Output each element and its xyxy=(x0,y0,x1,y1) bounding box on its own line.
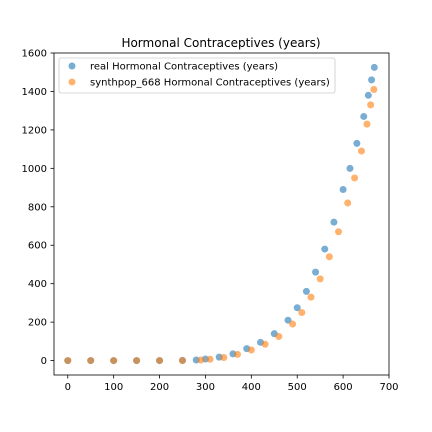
legend: real Hormonal Contraceptives (years) syn… xyxy=(58,57,336,94)
data-point xyxy=(321,245,329,253)
x-tick-label: 700 xyxy=(379,382,398,393)
axes-frame xyxy=(53,52,390,376)
data-point xyxy=(293,304,301,312)
data-point xyxy=(370,63,378,71)
y-tick-label: 600 xyxy=(28,241,47,252)
y-tick-label: 1200 xyxy=(22,125,47,136)
axis-ticks: 0 100 200 300 400 500 600 700 0 200 400 600 800 1000 1… xyxy=(22,49,399,394)
data-point xyxy=(307,293,315,301)
data-point xyxy=(335,228,343,236)
series-1 xyxy=(64,86,378,365)
data-point xyxy=(302,287,310,295)
data-point xyxy=(360,112,368,120)
legend-label-synthpop: synthpop_668 Hormonal Contraceptives (ye… xyxy=(90,78,330,89)
y-tick-label: 0 xyxy=(41,356,47,367)
x-tick-label: 300 xyxy=(196,382,215,393)
data-point xyxy=(178,357,186,365)
legend-marker-real xyxy=(68,62,76,70)
data-point xyxy=(364,91,372,99)
x-tick-label: 400 xyxy=(242,382,261,393)
x-tick-label: 100 xyxy=(104,382,123,393)
data-point xyxy=(289,320,297,328)
data-point xyxy=(330,218,338,226)
data-point xyxy=(370,86,378,94)
data-point xyxy=(353,139,361,147)
data-point xyxy=(346,164,354,172)
data-point xyxy=(357,147,365,155)
series-0 xyxy=(64,63,378,365)
legend-marker-synthpop xyxy=(68,78,76,86)
data-point xyxy=(368,76,376,84)
data-point xyxy=(234,350,242,358)
y-tick-label: 200 xyxy=(28,318,47,329)
data-point xyxy=(64,357,72,365)
legend-label-real: real Hormonal Contraceptives (years) xyxy=(90,62,278,73)
data-point xyxy=(298,309,306,317)
data-point xyxy=(261,340,269,348)
data-point xyxy=(339,185,347,193)
x-tick-label: 600 xyxy=(334,382,353,393)
data-point xyxy=(316,275,324,283)
data-point xyxy=(325,253,333,261)
data-point xyxy=(206,355,214,363)
y-tick-label: 800 xyxy=(28,202,47,213)
plot-area xyxy=(64,63,378,365)
data-point xyxy=(284,316,292,324)
x-tick-label: 500 xyxy=(288,382,307,393)
data-point xyxy=(197,356,205,364)
data-point xyxy=(156,357,164,365)
y-tick-label: 400 xyxy=(28,279,47,290)
data-point xyxy=(312,268,320,276)
data-point xyxy=(363,120,371,128)
data-point xyxy=(275,333,283,341)
data-point xyxy=(344,199,352,207)
y-tick-label: 1000 xyxy=(22,164,47,175)
legend-box xyxy=(58,57,336,94)
data-point xyxy=(87,357,95,365)
data-point xyxy=(220,354,228,362)
x-tick-label: 200 xyxy=(150,382,169,393)
data-point xyxy=(247,346,255,354)
y-tick-label: 1600 xyxy=(22,49,47,60)
x-tick-label: 0 xyxy=(65,382,71,393)
data-point xyxy=(367,101,375,109)
chart-title: Hormonal Contraceptives (years) xyxy=(121,36,320,50)
data-point xyxy=(351,174,359,182)
data-point xyxy=(133,357,141,365)
y-tick-label: 1400 xyxy=(22,87,47,98)
data-point xyxy=(110,357,118,365)
